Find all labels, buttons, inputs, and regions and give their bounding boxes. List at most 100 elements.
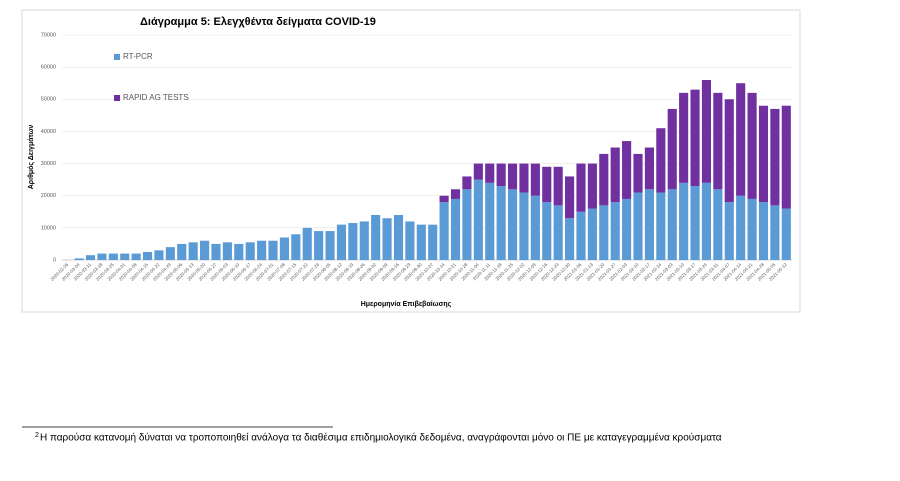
bar-segment (416, 224, 426, 260)
legend-label: RAPID AG TESTS (123, 93, 189, 102)
legend-swatch (114, 95, 120, 101)
y-tick-label: 0 (53, 257, 56, 263)
legend-swatch (114, 54, 120, 60)
bar-segment (120, 253, 130, 260)
bar-segment (587, 163, 597, 209)
bar-segment (485, 182, 495, 260)
bar-segment (234, 243, 244, 260)
bar-segment (450, 198, 461, 260)
chart-title: Διάγραμμα 5: Ελεγχθέντα δείγματα COVID-1… (140, 16, 376, 28)
bar-segment (690, 89, 700, 187)
bar-segment (154, 250, 164, 260)
bar-segment (701, 182, 712, 260)
bar-segment (542, 166, 552, 203)
bar-segment (633, 153, 643, 193)
bar-segment (599, 205, 609, 260)
bar-segment (291, 234, 301, 260)
bar-segment (462, 176, 472, 190)
bar-segment (359, 221, 369, 260)
bar-segment (336, 224, 347, 260)
bar-segment (599, 153, 609, 206)
bar-segment (770, 205, 780, 260)
y-tick-label: 10000 (41, 225, 56, 231)
bar-segment (165, 247, 175, 260)
bar-segment (758, 105, 769, 203)
bar-segment (507, 163, 518, 190)
bar-segment (690, 186, 700, 260)
bar-segment (633, 192, 643, 260)
bar-segment (268, 240, 278, 260)
bar-segment (656, 192, 666, 260)
bar-segment (713, 189, 723, 260)
bar-segment (188, 242, 198, 260)
bar-segment (348, 223, 358, 260)
x-axis-title: Ημερομηνία Επιβεβαίωσης (361, 301, 452, 308)
bar-segment (576, 163, 586, 212)
bar-segment (736, 83, 746, 196)
bar-segment (279, 237, 289, 260)
footnote-marker: 2 (35, 432, 39, 439)
bar-segment (644, 147, 654, 190)
bar-segment (667, 108, 677, 190)
bar-segment (200, 240, 210, 260)
bar-segment (770, 108, 780, 206)
bar-segment (781, 208, 791, 260)
bar-segment (701, 80, 712, 183)
bar-segment (622, 198, 632, 260)
bar-segment (74, 258, 84, 260)
bar-segment (85, 255, 96, 260)
y-tick-label: 70000 (41, 32, 56, 38)
bar-segment (667, 189, 677, 260)
bar-segment (496, 163, 506, 187)
bar-segment (530, 163, 540, 196)
bar-segment (644, 189, 654, 260)
y-tick-label: 40000 (41, 129, 56, 135)
bar-segment (211, 243, 221, 260)
legend-label: RT-PCR (123, 52, 153, 61)
bar-segment (576, 211, 586, 260)
bar-segment (393, 215, 404, 260)
bar-segment (142, 251, 153, 260)
bar-segment (325, 231, 335, 260)
bar-segment (473, 179, 483, 260)
bar-segment (565, 218, 575, 260)
y-tick-label: 20000 (41, 193, 56, 199)
bar-segment (439, 195, 449, 203)
bar-segment (371, 215, 381, 260)
bar-segment (97, 253, 107, 260)
bar-segment (314, 231, 324, 260)
bar-segment (507, 189, 518, 260)
bar-segment (108, 253, 118, 260)
bar-segment (177, 243, 187, 260)
bar-segment (713, 92, 723, 190)
y-tick-label: 50000 (41, 97, 56, 103)
bar-segment (758, 202, 769, 260)
bar-segment (496, 186, 506, 260)
bar-segment (439, 202, 449, 260)
bar-segment (245, 242, 255, 260)
bar-segment (519, 163, 529, 193)
bar-segment (553, 205, 563, 260)
y-tick-label: 30000 (41, 161, 56, 167)
bar-segment (428, 224, 438, 260)
bar-segment (473, 163, 483, 180)
bar-segment (222, 242, 232, 260)
bar-segment (382, 218, 392, 260)
bar-segment (530, 195, 540, 260)
bar-segment (747, 198, 757, 260)
bar-segment (587, 208, 597, 260)
bar-segment (462, 189, 472, 260)
bar-segment (747, 92, 757, 199)
bar-segment (553, 166, 563, 206)
y-axis-title: Αριθμός Δειγμάτων (28, 125, 35, 190)
bar-segment (485, 163, 495, 183)
bar-segment (656, 128, 666, 193)
y-tick-label: 60000 (41, 65, 56, 71)
bar-segment (622, 141, 632, 199)
bar-segment (302, 227, 312, 260)
bar-segment (542, 202, 552, 260)
footnote-text: Η παρούσα κατανομή δύναται να τροποποιηθ… (40, 432, 722, 444)
bar-segment (610, 147, 620, 203)
